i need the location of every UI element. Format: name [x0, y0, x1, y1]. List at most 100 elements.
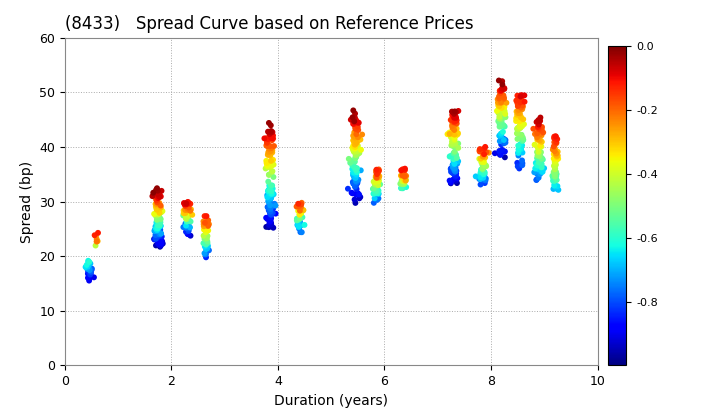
Point: [474, 147, 485, 154]
Point: [449, 110, 460, 117]
Point: [371, 181, 382, 188]
Point: [153, 211, 165, 218]
Point: [529, 131, 541, 137]
Point: [550, 139, 562, 146]
Point: [91, 238, 102, 245]
Point: [515, 99, 526, 106]
Point: [84, 275, 95, 282]
Point: [152, 214, 163, 220]
Point: [500, 100, 512, 106]
Point: [372, 190, 384, 197]
Point: [498, 95, 510, 102]
Point: [85, 268, 96, 275]
Point: [266, 149, 278, 156]
Point: [449, 165, 460, 172]
Point: [264, 152, 276, 159]
Point: [181, 215, 192, 222]
Point: [263, 192, 274, 199]
Point: [500, 139, 511, 146]
Point: [534, 163, 546, 170]
Point: [517, 134, 528, 141]
Point: [549, 163, 560, 169]
Point: [495, 106, 507, 113]
Point: [446, 108, 458, 115]
Point: [495, 92, 507, 98]
Point: [494, 121, 505, 128]
Point: [499, 123, 510, 130]
Point: [265, 214, 276, 221]
Point: [350, 182, 361, 189]
Point: [82, 263, 94, 270]
Point: [451, 155, 462, 161]
Point: [479, 171, 490, 178]
Point: [516, 106, 528, 113]
Point: [450, 140, 462, 147]
Point: [154, 238, 166, 244]
Point: [536, 164, 547, 171]
Point: [446, 114, 458, 121]
Point: [551, 152, 562, 159]
Point: [514, 123, 526, 130]
Point: [349, 145, 361, 152]
Point: [150, 223, 161, 230]
Point: [348, 149, 360, 155]
Point: [181, 200, 192, 207]
Point: [492, 102, 504, 109]
Point: [452, 130, 464, 136]
Point: [551, 150, 562, 157]
Point: [550, 151, 562, 158]
Point: [261, 163, 273, 170]
Point: [153, 219, 164, 226]
Point: [266, 135, 278, 142]
Point: [448, 138, 459, 144]
Point: [517, 149, 528, 156]
Point: [477, 153, 489, 160]
Point: [478, 156, 490, 163]
Point: [512, 100, 523, 106]
Point: [264, 159, 275, 166]
Point: [534, 136, 545, 143]
Point: [183, 224, 194, 231]
Point: [151, 205, 163, 212]
Point: [515, 125, 526, 131]
Point: [477, 166, 488, 173]
Point: [516, 104, 527, 110]
Point: [551, 139, 562, 146]
Point: [475, 166, 487, 173]
Point: [150, 235, 161, 242]
Point: [514, 142, 526, 148]
Point: [492, 99, 504, 106]
Point: [371, 174, 382, 181]
Point: [355, 147, 366, 153]
Point: [202, 243, 214, 249]
Point: [352, 119, 364, 126]
Point: [549, 148, 560, 155]
Point: [532, 165, 544, 172]
Point: [349, 144, 361, 150]
Point: [534, 169, 545, 176]
Point: [551, 173, 562, 179]
Point: [202, 218, 213, 225]
Point: [498, 136, 510, 142]
Point: [291, 215, 302, 222]
Point: [496, 78, 508, 84]
Point: [150, 226, 162, 233]
Point: [347, 172, 359, 178]
Point: [296, 200, 307, 206]
Point: [498, 129, 509, 135]
Point: [350, 155, 361, 161]
Point: [264, 210, 276, 217]
Point: [155, 236, 166, 243]
Point: [293, 226, 305, 232]
Point: [265, 211, 276, 218]
Point: [449, 166, 461, 173]
Point: [531, 134, 543, 141]
Point: [399, 167, 410, 173]
Point: [153, 210, 164, 217]
Point: [373, 195, 384, 202]
Point: [151, 235, 163, 242]
Point: [351, 169, 363, 176]
Point: [265, 158, 276, 164]
Point: [351, 149, 363, 155]
Point: [154, 210, 166, 216]
